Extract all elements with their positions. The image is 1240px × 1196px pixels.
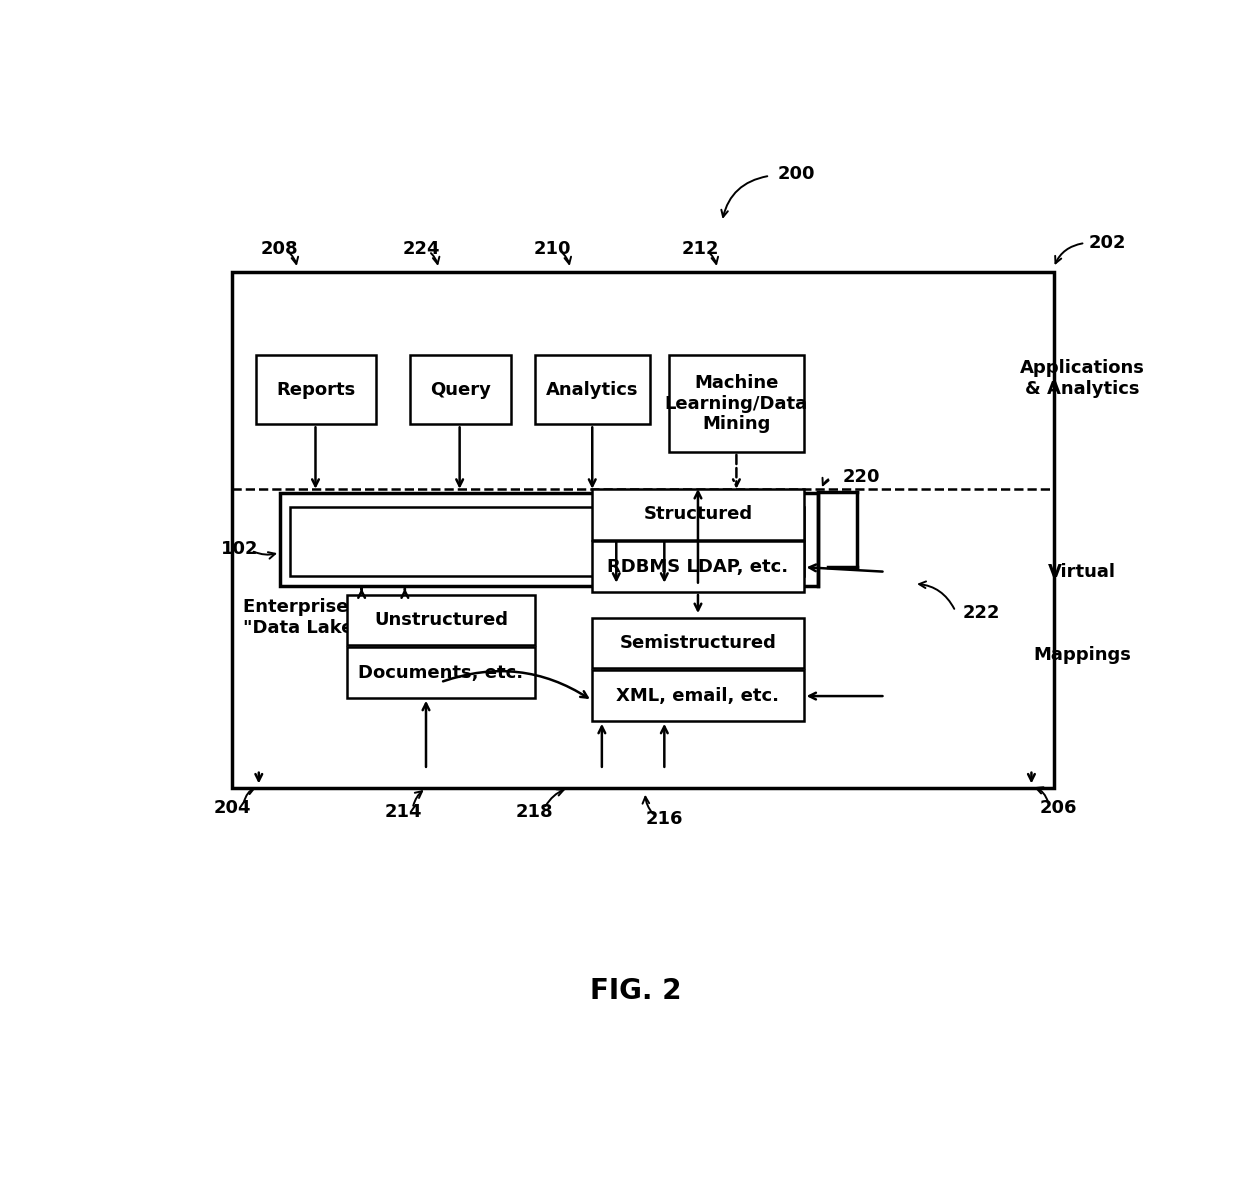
Text: 202: 202 <box>1089 234 1127 252</box>
Text: 214: 214 <box>384 803 422 822</box>
Bar <box>593 489 804 539</box>
Bar <box>255 355 376 425</box>
Text: Reports: Reports <box>277 380 356 399</box>
Text: 216: 216 <box>646 811 683 829</box>
Text: XML, email, etc.: XML, email, etc. <box>616 687 780 704</box>
Bar <box>593 542 804 592</box>
Text: Structured: Structured <box>644 505 753 523</box>
Text: Documents, etc.: Documents, etc. <box>358 664 523 682</box>
Text: 210: 210 <box>534 239 572 257</box>
Text: Mappings: Mappings <box>1033 646 1131 664</box>
Text: 204: 204 <box>213 799 250 817</box>
Bar <box>347 594 534 646</box>
Text: 102: 102 <box>221 539 258 557</box>
Bar <box>534 355 650 425</box>
Bar <box>409 355 511 425</box>
Text: 206: 206 <box>1039 799 1078 817</box>
Text: Query: Query <box>430 380 491 399</box>
Bar <box>280 494 818 586</box>
Text: 208: 208 <box>262 239 299 257</box>
Text: Applications
& Analytics: Applications & Analytics <box>1021 359 1145 398</box>
Text: 200: 200 <box>777 165 815 183</box>
Text: Semistructured: Semistructured <box>620 634 776 652</box>
Text: 224: 224 <box>403 239 440 257</box>
Bar <box>670 355 804 452</box>
Text: RDBMS LDAP, etc.: RDBMS LDAP, etc. <box>608 557 789 575</box>
Bar <box>347 647 534 698</box>
Text: FIG. 2: FIG. 2 <box>590 977 681 1005</box>
Bar <box>593 618 804 669</box>
Text: 212: 212 <box>681 239 719 257</box>
Bar <box>232 273 1054 788</box>
Text: Analytics: Analytics <box>546 380 639 399</box>
Text: Virtual: Virtual <box>1048 563 1116 581</box>
Text: Machine
Learning/Data
Mining: Machine Learning/Data Mining <box>665 374 808 433</box>
Bar <box>290 507 804 576</box>
Text: 220: 220 <box>843 468 880 486</box>
Bar <box>593 670 804 721</box>
Text: Unstructured: Unstructured <box>374 611 508 629</box>
Text: 218: 218 <box>516 803 553 822</box>
Text: Enterprise Data
"Data Lake": Enterprise Data "Data Lake" <box>243 598 403 637</box>
Text: 222: 222 <box>962 604 999 622</box>
